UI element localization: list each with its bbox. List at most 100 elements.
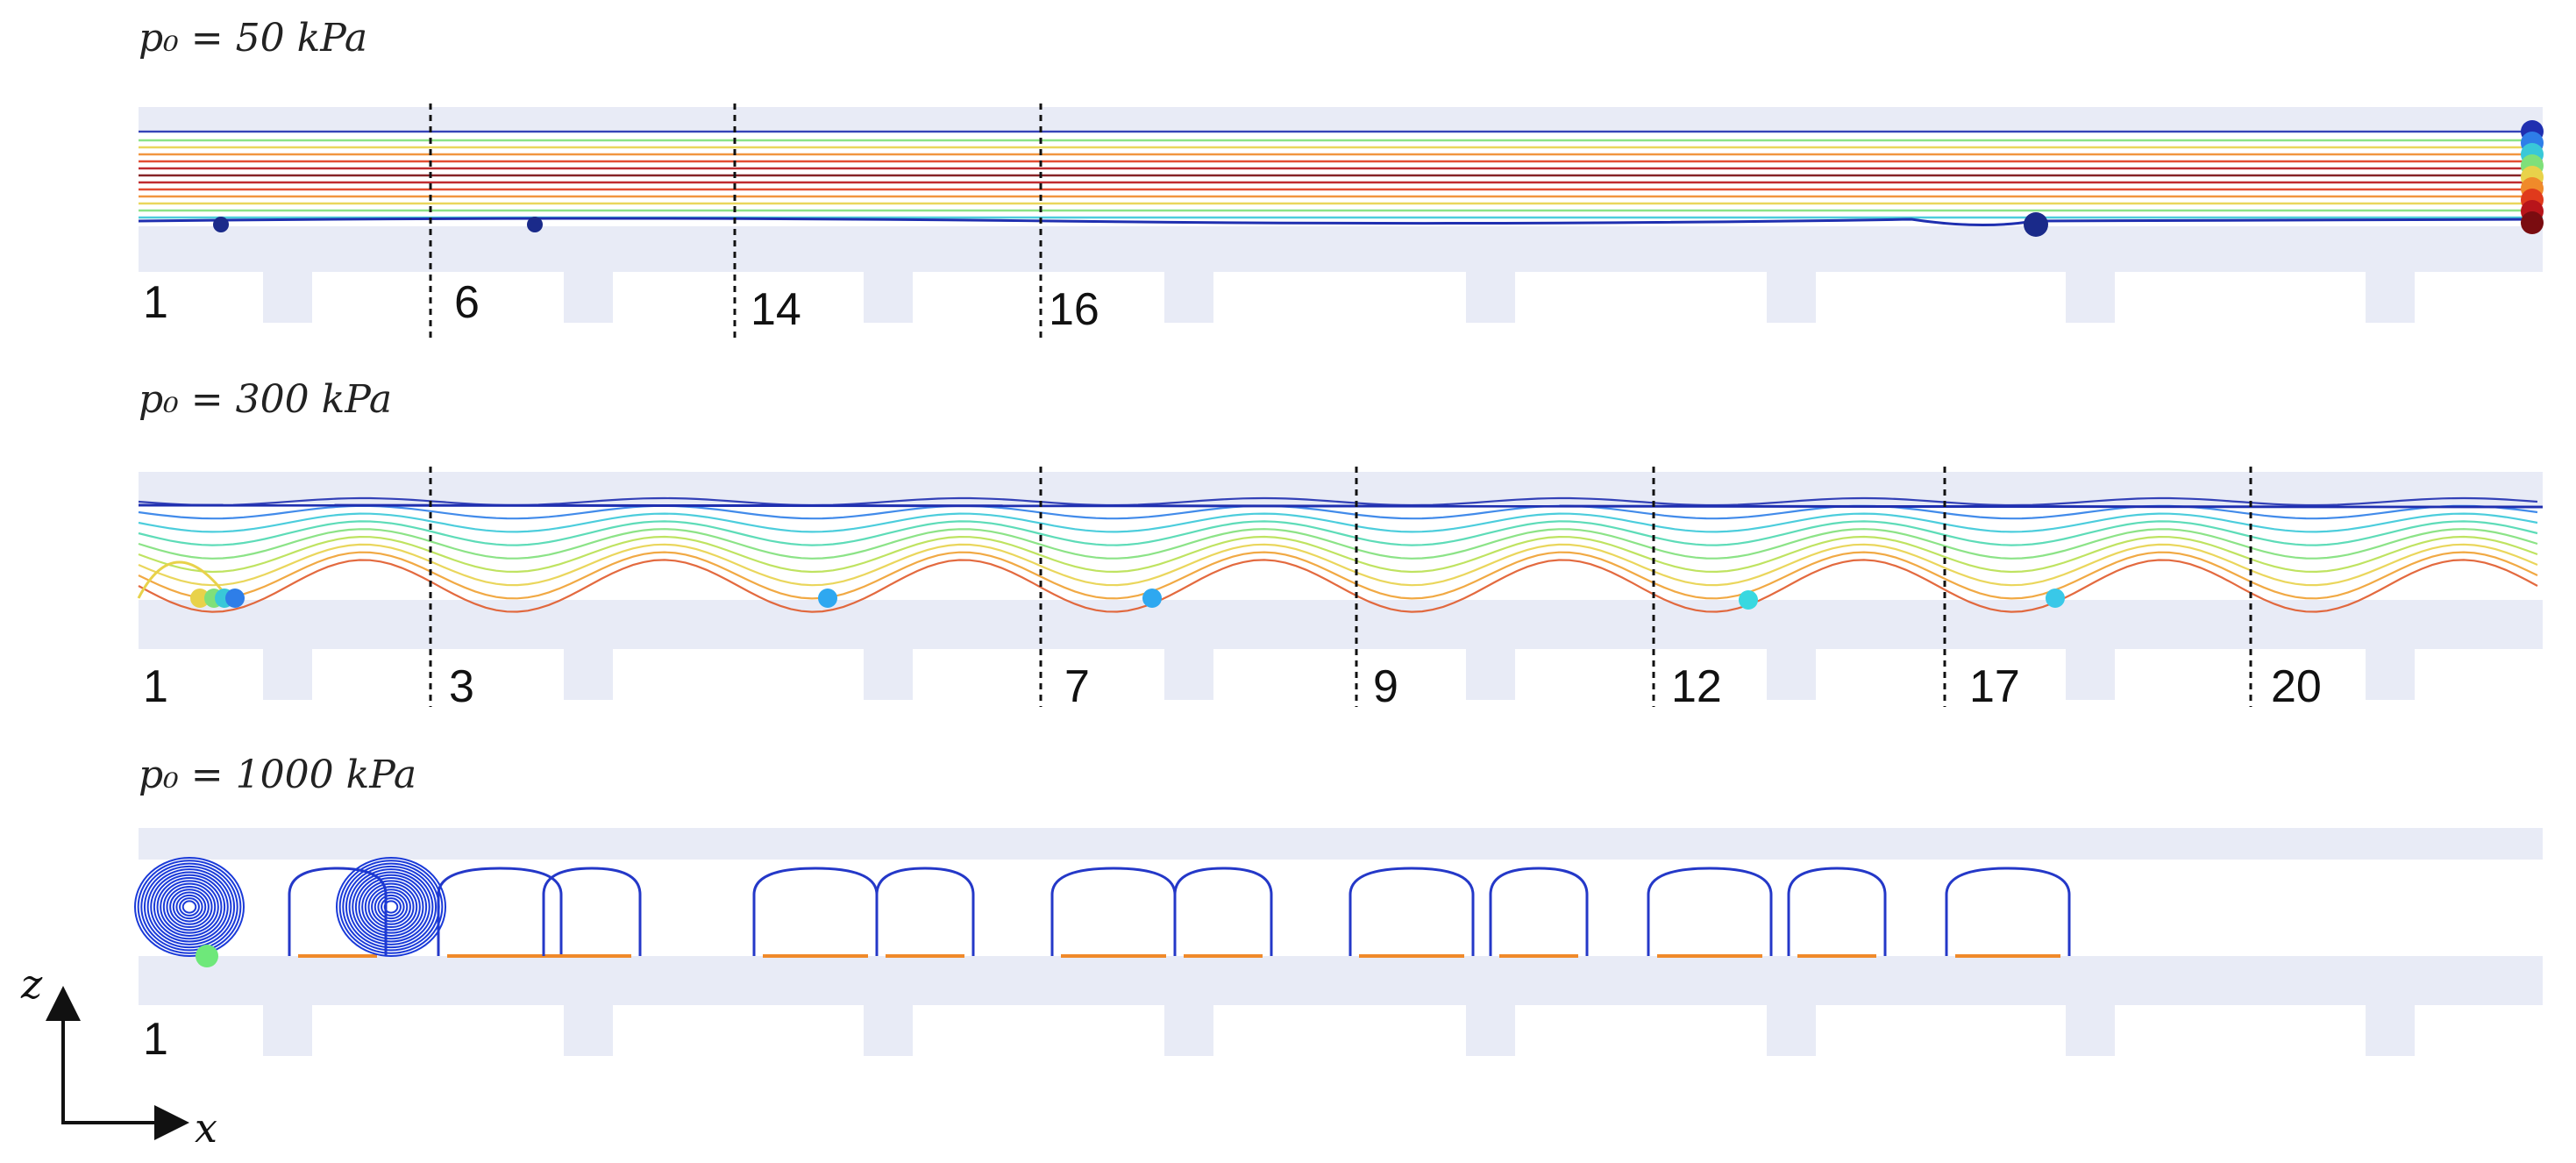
marker-label: 1 [143,1014,168,1065]
vortex-streamline [348,868,434,945]
panel-1000kpa: p₀ = 1000 kPa 1 [134,753,2543,1065]
streamline [138,503,2544,509]
panel-label: p₀ = 300 kPa [139,377,392,422]
top-wall [139,472,2543,505]
vortex-streamline [345,865,438,949]
wall-notch [263,1005,312,1056]
marker-label: 7 [1064,661,1090,712]
vortex-streamline [352,871,431,943]
bottom-wall [139,956,2543,1005]
vortex-streamline [371,888,411,925]
wall-notch [864,649,913,700]
vortex-streamline [175,894,203,920]
vortex-streamline [181,900,197,914]
vortex-streamline [172,891,207,923]
position-markers: 1 [143,1014,168,1065]
wall-notches [263,272,2415,323]
wall-notch [2066,272,2115,323]
marker-label: 14 [751,284,801,335]
coordinate-axes: z x [20,960,217,1152]
streamline [542,867,642,956]
vortex-streamline [166,885,213,929]
wall-notch [2366,272,2415,323]
vortex-streamline [179,897,200,917]
streamline [138,535,2538,574]
droplet [1142,589,1162,608]
vortex-streamline [140,862,238,952]
marker-label: 16 [1049,284,1099,335]
vortex-streamline [134,857,245,957]
position-markers: 1 6 14 16 [143,277,1099,335]
wall-notch [2066,649,2115,700]
wall-notch [2366,649,2415,700]
wall-notches [263,649,2415,700]
vortex-streamline [374,891,409,923]
droplet [225,589,245,608]
panel-50kpa: p₀ = 50 kPa 1 6 14 16 [138,16,2544,340]
droplet [190,589,210,608]
bottom-wall [139,226,2543,272]
dashed-cut-lines [429,103,1042,340]
marker-label: 6 [454,277,480,328]
vortex-streamline [156,877,223,937]
streamline [1647,867,1773,956]
droplet [1739,590,1758,610]
bottom-wall [139,600,2543,649]
droplet [213,217,229,232]
vortex-streamline [354,874,428,940]
z-axis-label: z [20,960,43,1008]
vortex-streamline [137,860,242,954]
marker-label: 17 [1969,661,2020,712]
streamline [138,512,2538,533]
streamline [138,528,2538,560]
droplet [2024,212,2048,237]
wall-notches [263,1005,2415,1056]
vortex-streamline [342,862,440,952]
wall-notch [564,1005,613,1056]
streamline [1348,867,1475,956]
wall-notch [1466,1005,1515,1056]
streamline [138,543,2538,587]
vortex-streamline [153,874,226,940]
marker-label: 20 [2271,661,2322,712]
position-markers: 1 3 7 9 12 17 20 [143,661,2322,712]
wall-notch [1164,649,1213,700]
inlet-dot [2521,211,2544,234]
marker-label: 9 [1373,661,1398,712]
droplet [196,945,218,967]
streamline [1945,867,2071,956]
marker-label: 1 [143,277,168,328]
streamline [138,559,2538,613]
wall-notch [1164,1005,1213,1056]
streamline [138,520,2538,546]
droplet [818,589,837,608]
vortex-streamline [364,882,418,931]
streamline [1050,867,1177,956]
wall-notch [564,649,613,700]
vortex-streamline [162,882,217,931]
wall-notch [2366,1005,2415,1056]
streamline [138,551,2538,600]
wall-notch [864,1005,913,1056]
panel-300kpa: p₀ = 300 kPa 1 3 7 9 12 17 20 [137,377,2544,712]
wall-notch [263,649,312,700]
wall-notch [1767,272,1816,323]
vortex-streamline [381,897,402,917]
vortex-streamline [150,871,229,943]
top-wall [139,107,2543,130]
streamline [437,867,563,956]
vortex-streamline [160,880,219,934]
vortex-streamline [383,900,399,914]
streamline [1787,867,1887,956]
streamline [1173,867,1273,956]
droplets [196,945,218,967]
droplets [190,589,2065,610]
droplet [527,217,543,232]
droplets [213,212,2048,237]
wall-notch [2066,1005,2115,1056]
wall-notch [864,272,913,323]
inlet-dots [2521,120,2544,234]
vortex-streamline [361,880,421,934]
wall-notch [564,272,613,323]
